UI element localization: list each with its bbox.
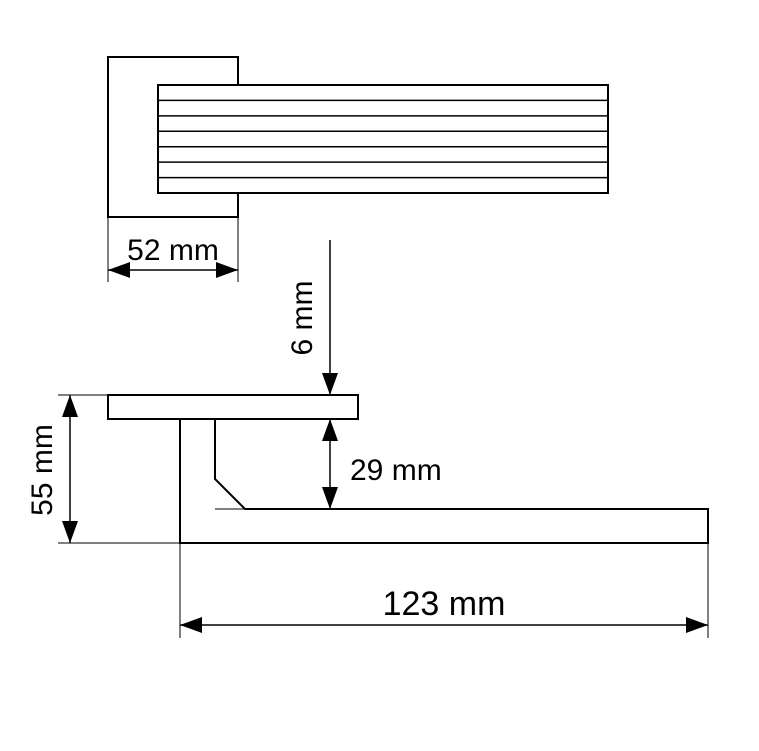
dim-29mm-label: 29 mm xyxy=(350,454,442,487)
dim-123mm-label: 123 mm xyxy=(383,585,506,623)
dim-52mm-label: 52 mm xyxy=(127,234,219,267)
technical-drawing: 52 mm 6 mm 29 mm 55 mm 123 mm xyxy=(0,0,759,751)
dim-6mm-label: 6 mm xyxy=(286,281,319,356)
dim-55mm-label: 55 mm xyxy=(26,424,59,516)
